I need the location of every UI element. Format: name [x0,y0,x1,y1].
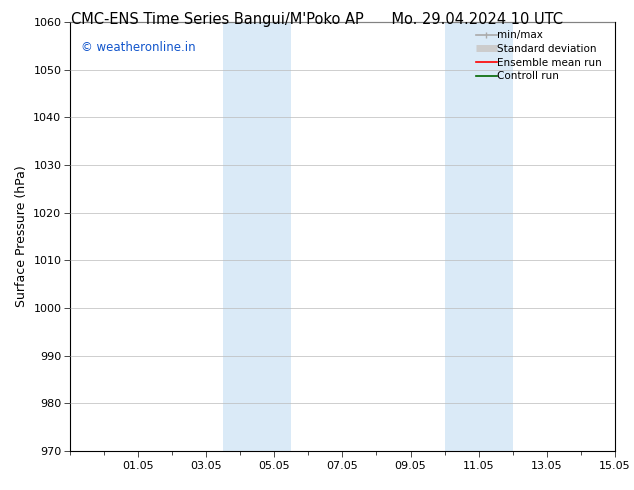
Bar [223,22,291,451]
Text: CMC-ENS Time Series Bangui/M'Poko AP      Mo. 29.04.2024 10 UTC: CMC-ENS Time Series Bangui/M'Poko AP Mo.… [71,12,563,27]
Text: © weatheronline.in: © weatheronline.in [81,41,195,54]
Y-axis label: Surface Pressure (hPa): Surface Pressure (hPa) [15,166,28,307]
Legend: min/max, Standard deviation, Ensemble mean run, Controll run: min/max, Standard deviation, Ensemble me… [473,27,610,84]
Bar [444,22,513,451]
